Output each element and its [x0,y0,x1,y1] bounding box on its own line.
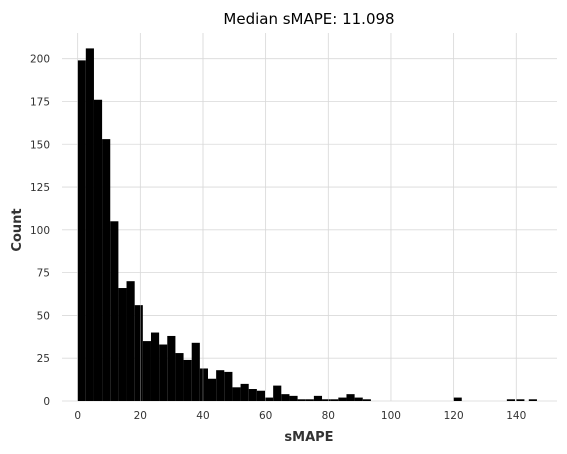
grid-lines-over [77,33,517,401]
histogram-bar [362,399,371,401]
histogram-bar [297,399,306,401]
x-tick-labels: 0 20 40 60 80 100 120 140 [74,410,526,422]
histogram-bar [216,370,225,401]
histogram-bar [118,288,127,401]
histogram-bar [191,342,200,401]
histogram-bar [207,378,217,401]
histogram-bar [248,389,257,401]
x-tick-label: 0 [74,410,81,422]
histogram-bar [528,399,537,401]
histogram-bar [281,394,290,401]
x-tick-label: 80 [322,410,335,422]
y-tick-label: 150 [30,139,50,151]
histogram-bar [273,385,282,401]
histogram-bar [167,335,176,401]
histogram-bar [224,371,233,401]
y-tick-label: 0 [43,396,50,408]
histogram-bar [322,399,331,401]
x-tick-label: 60 [259,410,272,422]
y-tick-label: 200 [30,54,50,66]
histogram-bar [110,221,119,401]
histogram-bar [330,399,339,401]
histogram-bar [354,397,363,401]
x-tick-label: 20 [134,410,147,422]
histogram-bar [289,395,298,401]
x-tick-label: 100 [381,410,401,422]
histogram-bar [453,397,462,401]
histogram-bar [159,344,168,401]
histogram-bar [175,353,184,401]
histogram-bar [102,139,111,402]
histogram-bars [77,48,537,402]
histogram-bar [142,341,151,401]
histogram-bar [93,99,103,402]
x-tick-label: 40 [196,410,209,422]
histogram-bar [256,390,266,401]
histogram-bar [85,48,94,401]
x-tick-label: 120 [444,410,464,422]
histogram-bar [313,395,323,401]
histogram-bar [305,399,314,401]
histogram-bar [183,359,192,401]
y-tick-label: 75 [37,268,50,280]
histogram-bar [134,305,143,401]
y-tick-label: 25 [37,353,50,365]
histogram-bar [516,399,525,401]
y-tick-label: 100 [30,225,50,237]
histogram-bar [232,387,241,401]
y-tick-label: 50 [37,310,50,322]
histogram-bar [265,397,274,401]
histogram-bar [126,281,135,401]
x-axis-label: sMAPE [284,430,333,445]
y-tick-label: 175 [30,96,50,108]
y-axis-label: Count [10,208,25,251]
histogram-bar [240,383,249,401]
histogram-bar [346,394,355,401]
histogram-bar [506,399,516,401]
histogram-bar [77,60,86,401]
y-tick-labels: 0 25 50 75 100 125 150 175 200 [30,54,50,408]
histogram-bar [338,397,347,401]
y-tick-label: 125 [30,182,50,194]
histogram-bar [199,368,208,401]
chart-title: Median sMAPE: 11.098 [223,10,394,28]
x-tick-label: 140 [506,410,526,422]
histogram-bar [150,332,160,401]
